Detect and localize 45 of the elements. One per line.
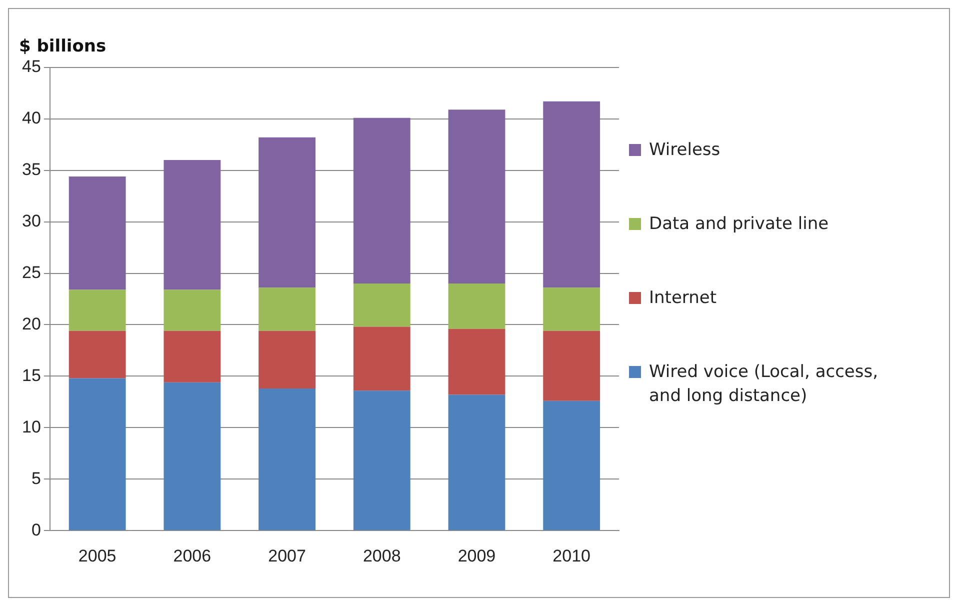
- y-tick-label: 5: [31, 468, 41, 488]
- y-tick-label: 45: [22, 57, 41, 76]
- bar: [68, 290, 126, 331]
- y-tick-label: 0: [31, 520, 41, 540]
- bar: [353, 326, 410, 391]
- bar: [258, 288, 316, 331]
- y-tick-label: 30: [22, 211, 41, 230]
- bar: [68, 176, 126, 290]
- x-tick-label: 2010: [552, 546, 590, 566]
- bar: [68, 330, 126, 378]
- x-tick-label: 2008: [362, 546, 401, 566]
- y-tick-label: 15: [22, 366, 41, 385]
- bar: [258, 330, 316, 389]
- bar: [448, 284, 506, 329]
- bar: [68, 378, 126, 530]
- bar: [353, 284, 410, 327]
- bar: [258, 388, 316, 530]
- bar: [353, 390, 410, 530]
- bar: [543, 400, 600, 530]
- bar: [164, 382, 221, 530]
- y-tick-label: 40: [22, 108, 41, 128]
- legend-label: Wired voice (Local, access, and long distance): [649, 361, 880, 408]
- bar: [448, 394, 506, 530]
- bar: [543, 288, 600, 331]
- x-tick-label: 2007: [268, 546, 306, 566]
- bar: [164, 160, 221, 290]
- bar: [164, 330, 221, 382]
- bar: [258, 137, 316, 288]
- x-tick-label: 2005: [78, 546, 116, 566]
- y-tick-label: 20: [22, 314, 41, 334]
- y-tick-label: 10: [22, 417, 41, 436]
- x-tick-label: 2009: [458, 546, 496, 566]
- bar: [543, 101, 600, 288]
- bar: [448, 328, 506, 395]
- x-tick-label: 2006: [173, 546, 212, 566]
- legend-label: Data and private line: [649, 213, 829, 236]
- legend-label: Internet: [649, 287, 717, 310]
- legend-label: Wireless: [649, 139, 720, 162]
- bar: [448, 110, 506, 284]
- y-axis-title: $ billions: [19, 36, 106, 57]
- bar: [164, 290, 221, 331]
- bar: [353, 118, 410, 284]
- y-tick-label: 35: [22, 160, 41, 180]
- bar: [543, 330, 600, 401]
- y-tick-label: 25: [22, 262, 41, 282]
